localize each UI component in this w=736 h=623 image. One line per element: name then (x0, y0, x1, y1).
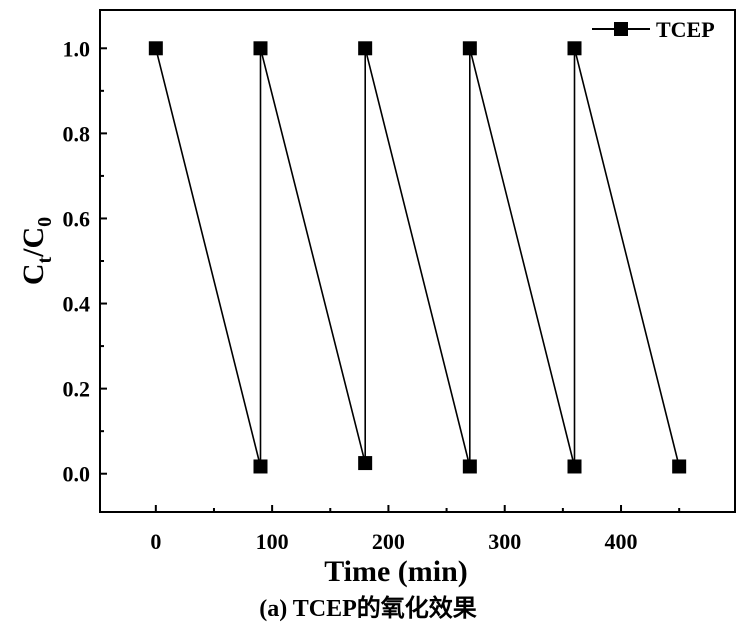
data-point (253, 459, 268, 474)
axis-tick-labels: 0 100 200 300 400 0.0 0.2 0.4 0.6 0.8 1.0 (63, 36, 638, 554)
y-tick-label: 0.2 (63, 377, 91, 402)
x-tick-label: 0 (150, 529, 161, 554)
x-tick-label: 400 (605, 529, 638, 554)
data-point (358, 456, 373, 471)
series-line (155, 48, 680, 467)
data-point (672, 459, 687, 474)
legend: TCEP (592, 17, 715, 42)
data-point (358, 41, 373, 56)
svg-text:Ct/C0: Ct/C0 (17, 217, 56, 285)
data-point (148, 41, 163, 56)
data-point (462, 459, 477, 474)
x-tick-label: 100 (256, 529, 289, 554)
plot-frame (99, 9, 736, 513)
y-tick-label: 0.8 (63, 121, 91, 146)
data-point (567, 459, 582, 474)
y-tick-label: 1.0 (63, 36, 91, 61)
legend-label: TCEP (656, 17, 715, 42)
data-point (567, 41, 582, 56)
data-point (462, 41, 477, 56)
figure-caption: (a) TCEP的氧化效果 (259, 596, 477, 622)
series-tcep-markers (148, 41, 687, 474)
y-axis-title: Ct/C0 (17, 217, 56, 285)
y-tick-label: 0.0 (63, 462, 91, 487)
legend-marker (614, 22, 628, 36)
x-axis-title: Time (min) (324, 555, 468, 588)
x-tick-label: 200 (372, 529, 405, 554)
y-tick-label: 0.6 (63, 206, 91, 231)
series-tcep (155, 48, 680, 467)
data-point (253, 41, 268, 56)
y-tick-label: 0.4 (63, 292, 91, 317)
axis-ticks (100, 47, 681, 512)
x-tick-label: 300 (488, 529, 521, 554)
